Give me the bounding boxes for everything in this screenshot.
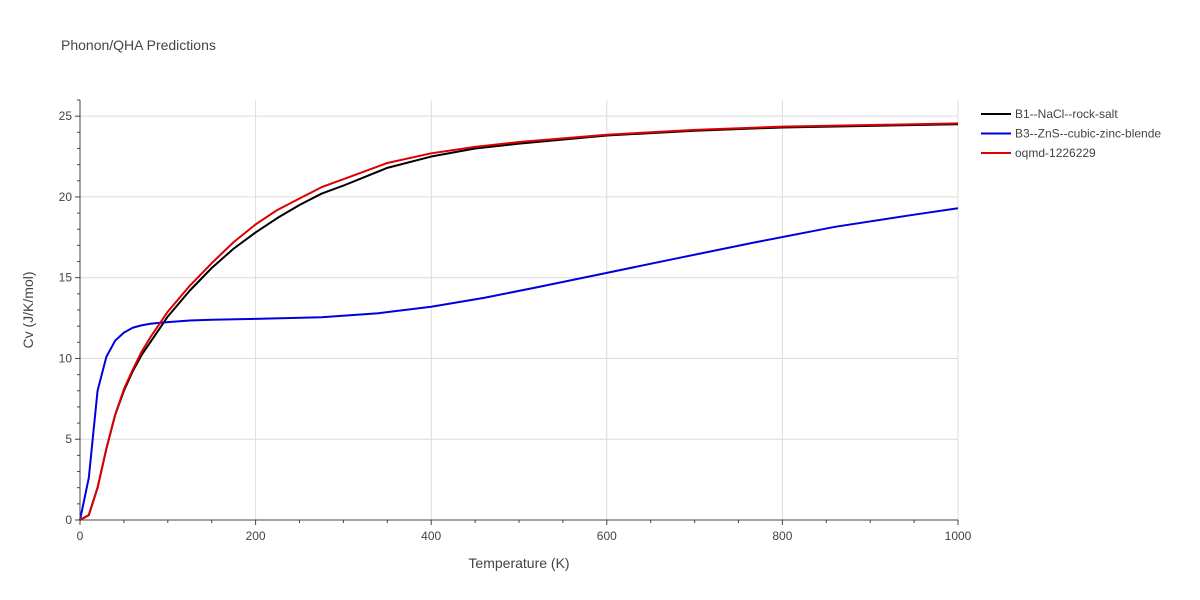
grid-layer (80, 100, 959, 520)
legend-label: oqmd-1226229 (1015, 146, 1096, 160)
x-tick-label: 600 (597, 529, 617, 543)
x-tick-label: 0 (77, 529, 84, 543)
y-axis-title: Cv (J/K/mol) (20, 272, 36, 349)
legend-item[interactable]: B3--ZnS--cubic-zinc-blende (981, 127, 1161, 141)
legend[interactable]: B1--NaCl--rock-salt B3--ZnS--cubic-zinc-b… (981, 107, 1161, 160)
y-tick-label: 25 (59, 109, 73, 123)
x-tick-label: 800 (772, 529, 792, 543)
x-tick-label: 400 (421, 529, 441, 543)
axis-layer: 0 200 400 600 800 1000 0 5 10 15 20 25 (59, 99, 972, 543)
y-tick-label: 0 (65, 513, 72, 527)
series-layer (79, 122, 959, 521)
legend-item[interactable]: oqmd-1226229 (981, 146, 1096, 160)
chart-title: Phonon/QHA Predictions (61, 37, 216, 53)
series-line (79, 207, 959, 521)
x-axis-title: Temperature (K) (468, 555, 569, 571)
series-line (79, 123, 959, 521)
y-tick-label: 20 (59, 190, 73, 204)
x-tick-label: 200 (246, 529, 266, 543)
series-line (79, 122, 959, 521)
y-tick-label: 10 (59, 351, 73, 365)
y-tick-label: 5 (65, 432, 72, 446)
legend-label: B3--ZnS--cubic-zinc-blende (1015, 127, 1161, 141)
y-tick-label: 15 (59, 271, 73, 285)
legend-item[interactable]: B1--NaCl--rock-salt (981, 107, 1118, 121)
legend-label: B1--NaCl--rock-salt (1015, 107, 1118, 121)
x-tick-label: 1000 (945, 529, 972, 543)
